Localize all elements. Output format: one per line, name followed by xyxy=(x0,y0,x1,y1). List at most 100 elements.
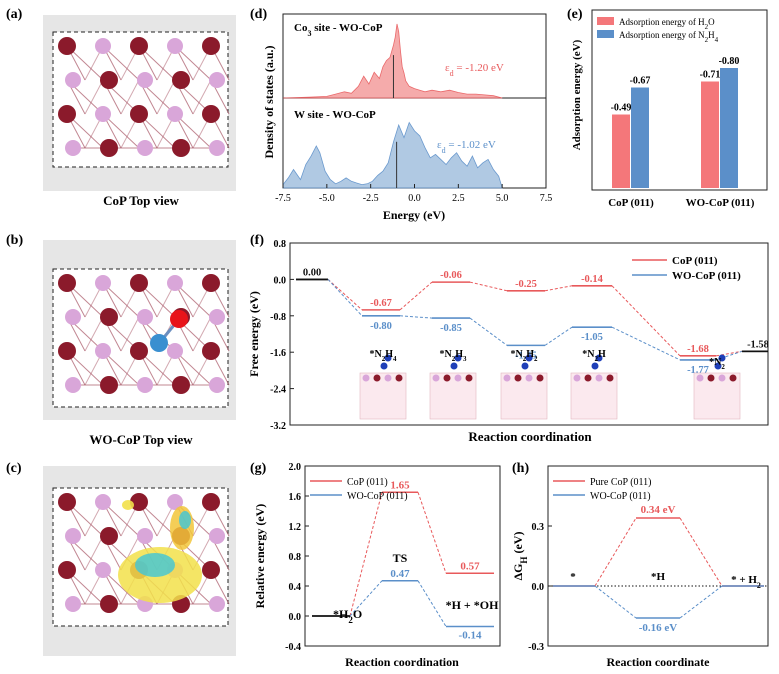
panel-e: (e) Adsorption energy (eV) Adsorption en… xyxy=(567,7,768,209)
atom-p xyxy=(209,528,225,544)
energy-connector xyxy=(417,580,447,627)
energy-connector xyxy=(349,492,383,617)
atom-p xyxy=(167,275,183,291)
atom-p xyxy=(209,72,225,88)
energy-connector xyxy=(611,326,681,361)
atom-o xyxy=(170,310,188,328)
ts-end-label: *H + *OH xyxy=(446,598,500,612)
energy-connector xyxy=(594,517,637,587)
dos-chart: -7.5 -5.0 -2.5 0.0 2.5 5.0 7.5 xyxy=(275,13,552,204)
her-chart: 0.3 0.0 -0.3 0.34 eV -0.16 eV xyxy=(528,504,768,653)
dos-ylabel: Density of states (a.u.) xyxy=(262,46,276,159)
atom-n xyxy=(384,354,392,362)
atom-co xyxy=(58,37,76,55)
energy-connector xyxy=(594,585,637,619)
atom-co xyxy=(202,274,220,292)
atom xyxy=(536,374,544,382)
panel-f: (f) 0.8 0.0 -0.8 -1.6 -2.4 -3.2 0.00 -0.67 -0.06… xyxy=(247,233,769,444)
bond xyxy=(174,282,212,318)
atom xyxy=(503,374,511,382)
dos-series-2-name: W site - WO-CoP xyxy=(294,109,376,121)
ts-start-label: *H2O xyxy=(333,607,362,625)
atom-co xyxy=(130,493,148,511)
x-tick-label: 5.0 xyxy=(496,193,509,204)
atom-n xyxy=(521,362,529,370)
atom-co xyxy=(130,274,148,292)
energy-value-label: -0.14 xyxy=(581,274,604,285)
atom-n xyxy=(595,354,603,362)
atom-p xyxy=(65,72,81,88)
atom-co xyxy=(58,105,76,123)
atom-co xyxy=(172,376,190,394)
atom xyxy=(718,374,726,382)
atom-n xyxy=(591,362,599,370)
atom-co xyxy=(130,342,148,360)
atom-n xyxy=(380,362,388,370)
dos-xlabel: Energy (eV) xyxy=(383,208,445,222)
bond xyxy=(102,569,140,605)
x-tick-label: -5.0 xyxy=(319,193,335,204)
y-tick-label: -1.6 xyxy=(270,348,286,359)
panel-a: (a) CoP Top view xyxy=(6,7,236,208)
bar-chart: -0.49 -0.67 -0.71 -0.80 xyxy=(611,56,739,188)
energy-value-label: -1.05 xyxy=(581,332,603,343)
her-xlabel: Reaction coordinate xyxy=(607,655,711,669)
energy-value-label: -0.16 eV xyxy=(639,622,678,634)
x-tick-label: 2.5 xyxy=(452,193,465,204)
energy-value-label: -1.58 xyxy=(747,339,769,350)
energy-connector xyxy=(399,315,433,319)
dos-center-2: εd = -1.02 eV xyxy=(437,139,496,155)
atom-p xyxy=(95,275,111,291)
atom-p xyxy=(137,72,153,88)
bar-category-label: WO-CoP (011) xyxy=(686,197,755,209)
ts-chart: 2.0 1.6 1.2 0.8 0.4 0.0 -0.4 1.65 0.57 0.47 -0.14 xyxy=(285,462,494,653)
legend-swatch-h2o xyxy=(597,17,614,25)
energy-value-label: -0.14 xyxy=(459,630,482,642)
legend-label-pure-cop: Pure CoP (011) xyxy=(590,477,651,488)
atom-n xyxy=(525,354,533,362)
panel-g: (g) 2.0 1.6 1.2 0.8 0.4 0.0 -0.4 1.65 0.57 0.47 -0… xyxy=(250,461,501,669)
energy-value-label: 0.00 xyxy=(303,267,321,278)
y-tick-label: -0.3 xyxy=(528,642,544,653)
atom-co xyxy=(130,105,148,123)
energy-value-label: -1.77 xyxy=(687,365,709,376)
bond xyxy=(192,316,212,352)
energy-value-label: -0.25 xyxy=(515,279,537,290)
atom-co xyxy=(100,71,118,89)
energy-connector xyxy=(469,317,508,346)
y-tick-label: 0.4 xyxy=(289,582,302,593)
atom-p xyxy=(137,528,153,544)
bond xyxy=(84,79,104,115)
x-tick-label: 0.0 xyxy=(408,193,421,204)
atom-co xyxy=(100,376,118,394)
dos-series-1-name: Co3 site - WO-CoP xyxy=(294,22,383,38)
her-ylabel: ΔGH (eV) xyxy=(511,532,529,581)
atom xyxy=(707,374,715,382)
atom-co xyxy=(100,308,118,326)
bar-plot-frame xyxy=(591,9,768,191)
bar xyxy=(612,114,630,188)
atom xyxy=(514,374,522,382)
atom-co xyxy=(172,71,190,89)
atom-co xyxy=(58,493,76,511)
bond xyxy=(84,316,104,352)
bar xyxy=(701,81,719,188)
y-tick-label: 0.3 xyxy=(532,522,545,533)
charge-density-cyan xyxy=(179,511,191,529)
atom-co xyxy=(58,342,76,360)
atom xyxy=(696,374,704,382)
legend-label-h2o: Adsorption energy of H2O xyxy=(619,17,715,31)
x-tick-label: -7.5 xyxy=(275,193,291,204)
atom xyxy=(454,374,462,382)
panel-b: (b) WO-CoP Top view xyxy=(6,233,236,447)
panel-label-e: (e) xyxy=(567,7,583,22)
atom-p xyxy=(209,140,225,156)
y-tick-label: 0.0 xyxy=(289,612,302,623)
atom xyxy=(595,374,603,382)
energy-connector xyxy=(611,285,681,357)
legend-label-wocop: WO-CoP (011) xyxy=(347,491,408,502)
energy-value-label: -0.80 xyxy=(370,321,392,332)
energy-value-label: -0.85 xyxy=(440,323,462,334)
intermediate-label: *N2H xyxy=(582,349,606,363)
